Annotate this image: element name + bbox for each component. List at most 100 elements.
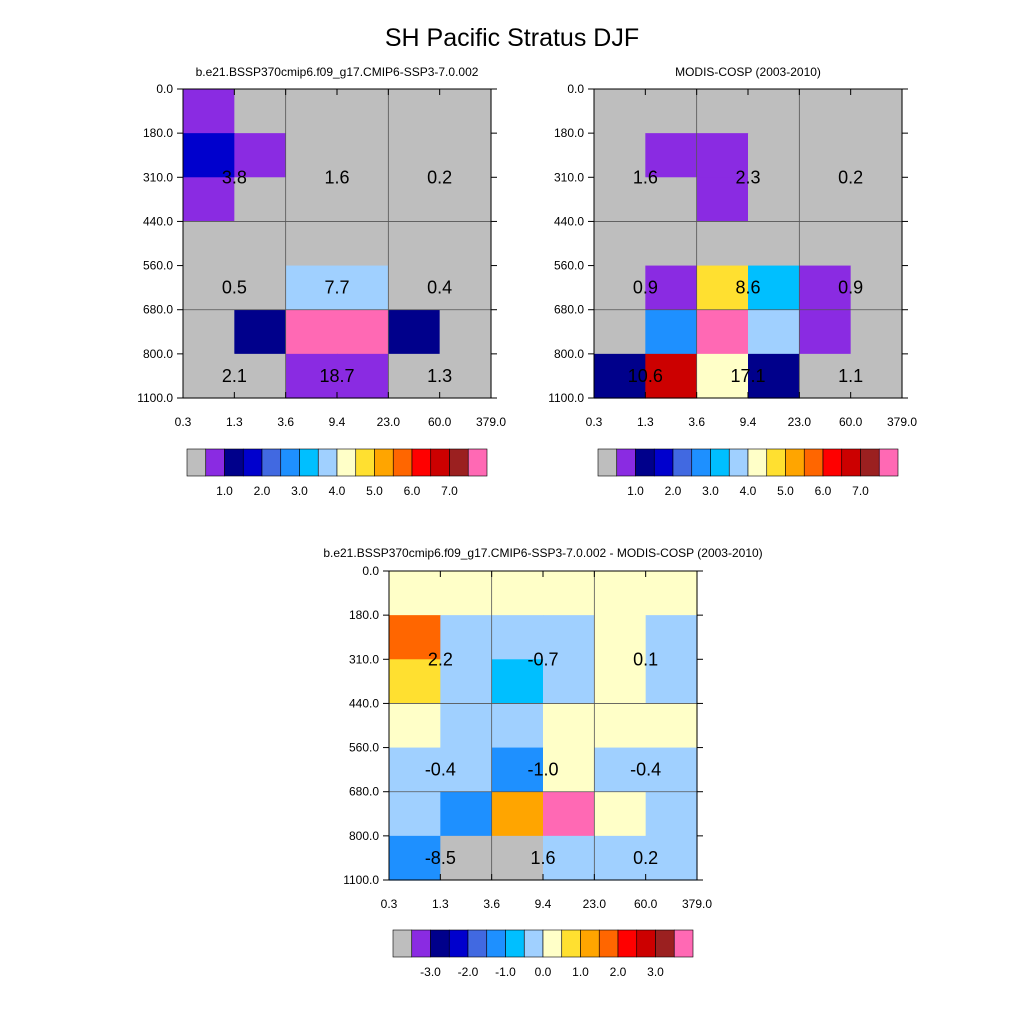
x-tick-label: 379.0: [682, 897, 712, 911]
x-tick-label: 23.0: [583, 897, 607, 911]
colorbar-swatch: [860, 448, 880, 477]
colorbar-swatch: [635, 448, 655, 477]
heatmap-cell: [389, 791, 441, 837]
heatmap-cell: [491, 791, 544, 837]
heatmap-cell: [645, 703, 698, 749]
heatmap-cell: [183, 177, 235, 223]
heatmap-cell: [183, 265, 235, 311]
panel-1: b.e21.BSSP370cmip6.f09_g17.CMIP6-SSP3-7.…: [137, 65, 506, 498]
cell-value-label: 0.2: [633, 848, 658, 868]
y-tick-label: 440.0: [143, 214, 173, 228]
x-tick-label: 0.3: [381, 897, 398, 911]
heatmap-cell: [594, 703, 647, 749]
colorbar-label: -1.0: [495, 965, 516, 979]
colorbar-label: 5.0: [777, 484, 794, 498]
colorbar-swatch: [561, 929, 581, 958]
heatmap-cell: [543, 791, 595, 837]
heatmap-cell: [234, 89, 287, 134]
x-tick-label: 60.0: [428, 415, 452, 429]
y-tick-label: 1100.0: [137, 391, 173, 405]
x-tick-label: 0.3: [175, 415, 192, 429]
heatmap-cell: [285, 221, 338, 267]
colorbar-swatch: [299, 448, 319, 477]
heatmap-cell: [799, 133, 852, 178]
heatmap-cell: [594, 177, 646, 223]
heatmap-cell: [645, 89, 698, 134]
x-tick-label: 379.0: [887, 415, 917, 429]
colorbar-swatch: [580, 929, 600, 958]
y-tick-label: 0.0: [362, 564, 379, 578]
heatmap-cell: [388, 133, 441, 178]
heatmap-cell: [645, 747, 698, 793]
heatmap-cell: [748, 309, 800, 355]
heatmap-cell: [491, 835, 544, 881]
panels-group: b.e21.BSSP370cmip6.f09_g17.CMIP6-SSP3-7.…: [137, 65, 917, 979]
cell-value-label: 7.7: [324, 278, 349, 298]
heatmap-cell: [234, 221, 287, 267]
heatmap-cell: [440, 835, 493, 881]
heatmap-cell: [799, 221, 852, 267]
colorbar-swatch: [392, 448, 413, 477]
heatmap-cell: [440, 747, 493, 793]
heatmap-cell: [388, 177, 441, 223]
colorbar-swatch: [710, 448, 730, 477]
heatmap-cell: [594, 615, 647, 660]
heatmap-cell: [594, 835, 647, 881]
colorbar: 1.0 2.0 3.0 4.0 5.0 6.0 7.0: [597, 448, 899, 498]
cell-value-label: 2.2: [428, 649, 453, 669]
y-tick-label: 680.0: [554, 303, 584, 317]
heatmap-cell: [491, 703, 544, 749]
colorbar-label: -3.0: [420, 965, 441, 979]
heatmap-cell: [234, 309, 287, 355]
colorbar-label: 2.0: [665, 484, 682, 498]
x-tick-label: 23.0: [377, 415, 401, 429]
heatmap-cell: [183, 353, 235, 399]
cell-value-label: 2.3: [735, 167, 760, 187]
heatmap-cell: [285, 265, 338, 311]
x-tick-label: 379.0: [476, 415, 506, 429]
colorbar-swatch: [242, 448, 263, 477]
cell-value-label: -0.7: [527, 649, 558, 669]
panel-2: MODIS-COSP (2003-2010) 0.3 1.3 3.6 9.4 23.0 60…: [548, 65, 917, 498]
colorbar-swatch: [224, 448, 244, 477]
y-tick-label: 180.0: [554, 126, 584, 140]
heatmap-cell: [439, 89, 492, 134]
heatmap-cell: [696, 353, 749, 399]
colorbar-label: 1.0: [627, 484, 644, 498]
heatmap-cell: [696, 309, 749, 355]
y-tick-label: 680.0: [349, 785, 379, 799]
heatmap-cell: [183, 309, 235, 355]
colorbar-swatch: [672, 448, 693, 477]
colorbar-swatch: [505, 929, 525, 958]
colorbar-swatch: [841, 448, 861, 477]
x-tick-label: 1.3: [226, 415, 243, 429]
colorbar-label: 6.0: [815, 484, 832, 498]
heatmap-cell: [440, 615, 493, 660]
colorbar-swatch: [728, 448, 749, 477]
heatmap-cell: [439, 133, 492, 178]
colorbar-swatch: [374, 448, 394, 477]
heatmap-cell: [645, 791, 698, 837]
colorbar-swatch: [673, 929, 694, 958]
heatmap-cell: [850, 221, 903, 267]
colorbar-swatch: [486, 929, 506, 958]
panel-title: b.e21.BSSP370cmip6.f09_g17.CMIP6-SSP3-7.…: [323, 546, 762, 560]
colorbar-swatch: [523, 929, 544, 958]
heatmap-cell: [594, 221, 646, 267]
heatmap-cell: [594, 265, 646, 311]
x-tick-label: 3.6: [688, 415, 705, 429]
heatmap-cell: [234, 265, 287, 311]
y-tick-label: 180.0: [349, 608, 379, 622]
heatmap-cell: [645, 133, 698, 178]
heatmap-cell: [491, 659, 544, 705]
colorbar-label: 4.0: [329, 484, 346, 498]
y-tick-label: 1100.0: [548, 391, 584, 405]
heatmap-cell: [645, 221, 698, 267]
colorbar-label: 3.0: [291, 484, 308, 498]
colorbar-label: 1.0: [572, 965, 589, 979]
heatmap-cell: [850, 89, 903, 134]
colorbar-swatch: [317, 448, 338, 477]
panel-title: b.e21.BSSP370cmip6.f09_g17.CMIP6-SSP3-7.…: [196, 65, 479, 79]
heatmap-cell: [388, 353, 441, 399]
heatmap-cell: [337, 89, 389, 134]
